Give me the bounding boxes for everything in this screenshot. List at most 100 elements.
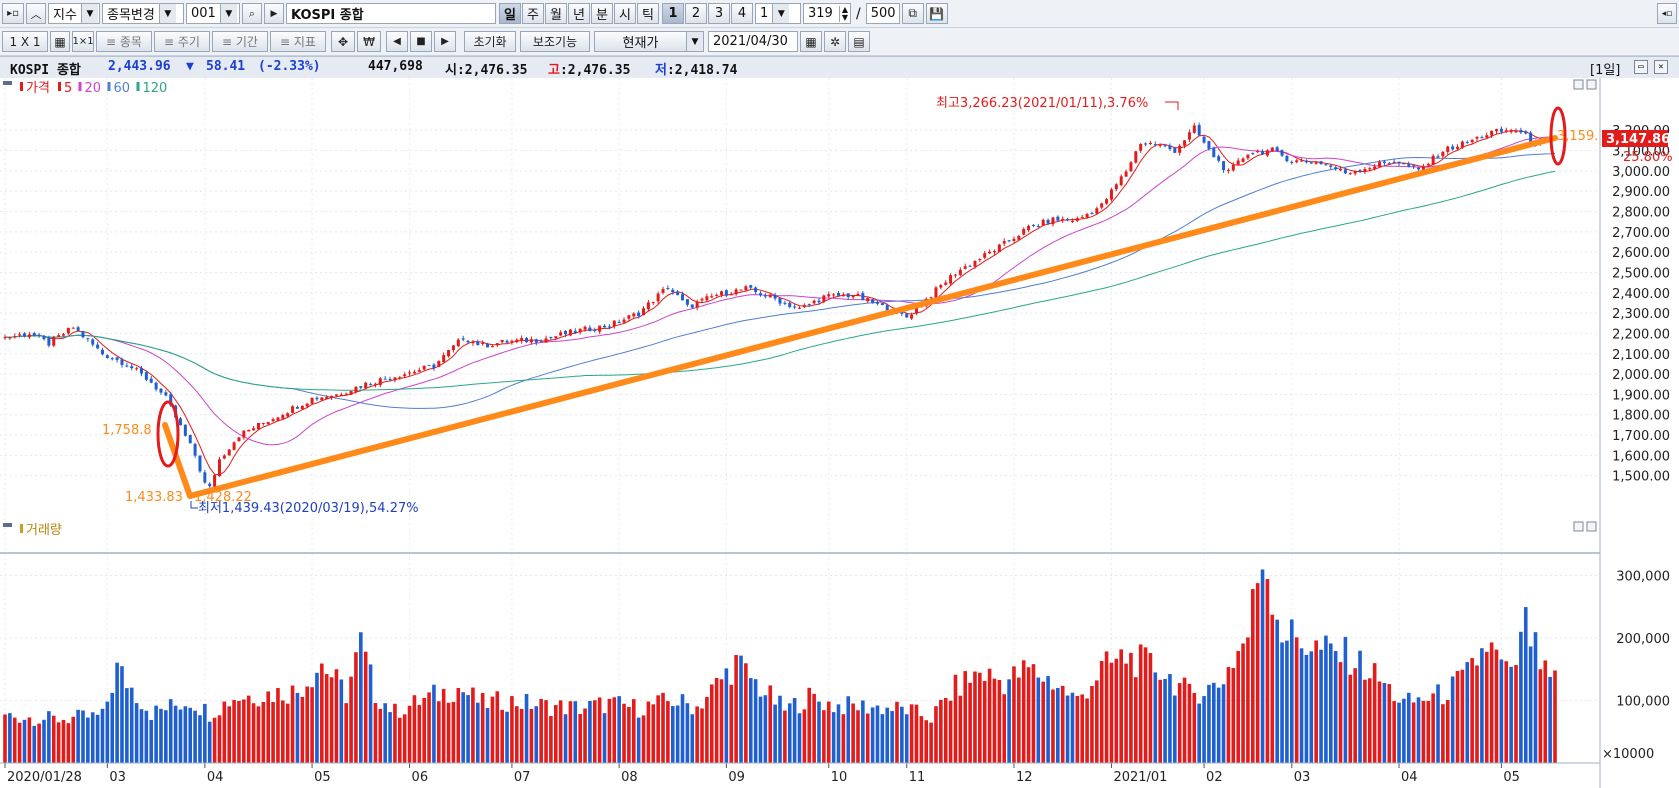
- aux-function-button[interactable]: 보조기능: [520, 31, 590, 52]
- trendline-drop[interactable]: [162, 422, 193, 499]
- candle-body: [91, 339, 95, 345]
- volume-bar: [1246, 637, 1250, 763]
- volume-bar: [661, 692, 665, 763]
- period-tab-2[interactable]: 월: [545, 3, 567, 24]
- single-view-icon[interactable]: 1×1: [72, 31, 94, 52]
- search-icon[interactable]: ⌕: [242, 3, 262, 24]
- period-settings-button[interactable]: ≡ 기간: [212, 31, 268, 52]
- volume-bar: [529, 708, 534, 763]
- stock-chart[interactable]: 3,200.003,100.003,000.002,900.002,800.00…: [0, 78, 1679, 788]
- volume-bar: [583, 708, 587, 763]
- item-name-field[interactable]: KOSPI 종합: [286, 3, 496, 24]
- ma-120-line: [4, 170, 1556, 391]
- next-icon[interactable]: ▶: [434, 31, 456, 52]
- period-tab-4[interactable]: 분: [591, 3, 613, 24]
- candle-body: [403, 374, 407, 377]
- price-type-select[interactable]: 현재가 ▼: [594, 31, 704, 52]
- period-tab-1[interactable]: 주: [522, 3, 544, 24]
- period-tab-6[interactable]: 틱: [637, 3, 659, 24]
- volume-bar: [627, 706, 631, 763]
- candle-body: [749, 285, 753, 288]
- volume-bar: [437, 701, 441, 763]
- period-tab-0[interactable]: 일: [499, 3, 521, 24]
- candle-body: [451, 345, 455, 351]
- volume-bar: [315, 672, 319, 763]
- maximize-icon[interactable]: ▭: [1634, 60, 1648, 74]
- volume-bar: [1304, 654, 1309, 763]
- candle-body: [695, 301, 699, 308]
- layout-button[interactable]: 1 X 1: [2, 31, 48, 52]
- period-tab-5[interactable]: 시: [614, 3, 636, 24]
- volume-bar: [324, 674, 329, 763]
- candle-body: [96, 344, 100, 349]
- volume-bar: [773, 704, 777, 763]
- max-count-field[interactable]: 500: [865, 3, 900, 24]
- candle-body: [1441, 151, 1445, 157]
- chevron-down-icon: ▼: [772, 4, 790, 23]
- minute-preset-2[interactable]: 3: [708, 3, 730, 24]
- volume-bar: [310, 687, 314, 763]
- reset-button[interactable]: 초기화: [464, 31, 516, 52]
- close-icon[interactable]: ✕: [1654, 60, 1668, 74]
- candle-body: [1504, 130, 1508, 132]
- prev-icon[interactable]: ◀: [386, 31, 408, 52]
- price-tick-label: 3,000.00: [1612, 165, 1670, 180]
- stop-icon[interactable]: ■: [410, 31, 432, 52]
- volume-bar: [422, 697, 426, 763]
- change-item-select[interactable]: 종목변경 ▼: [102, 3, 184, 24]
- candle-body: [797, 307, 801, 309]
- pane-menu-icon[interactable]: [3, 523, 12, 527]
- currency-button[interactable]: ₩: [357, 31, 381, 52]
- pane-restore-icon[interactable]: [1573, 521, 1584, 532]
- tick-select[interactable]: 1 ▼: [755, 3, 801, 24]
- volume-bar: [680, 694, 685, 763]
- candle-body: [1270, 147, 1274, 152]
- move-icon[interactable]: ✥: [331, 31, 355, 52]
- info-high-value: :2,476.35: [559, 63, 631, 78]
- side-panel-icon[interactable]: ◂▫: [1657, 3, 1677, 24]
- volume-bar: [329, 677, 334, 763]
- calculator-icon[interactable]: ▤: [848, 31, 870, 52]
- indicator-settings-button[interactable]: ≡ 지표: [270, 31, 326, 52]
- pane-close-icon[interactable]: [1586, 79, 1597, 90]
- market-type-select[interactable]: 지수 ▼: [48, 3, 100, 24]
- volume-bar: [1406, 692, 1411, 763]
- pane-restore-icon[interactable]: [1573, 79, 1584, 90]
- new-window-icon[interactable]: ⧉: [901, 3, 924, 24]
- volume-bar: [129, 687, 134, 763]
- volume-bar: [919, 716, 924, 763]
- minute-preset-0[interactable]: 1: [662, 3, 684, 24]
- volume-bar: [461, 692, 465, 763]
- save-icon[interactable]: 💾: [925, 3, 948, 24]
- volume-bar: [880, 714, 885, 763]
- count-field[interactable]: 319 ▲ ▼: [803, 3, 851, 24]
- grid-icon[interactable]: ▦: [50, 31, 70, 52]
- volume-bar: [1090, 686, 1094, 763]
- calendar-icon[interactable]: ▦: [800, 31, 822, 52]
- panel-toggle-button[interactable]: ▸▫: [2, 3, 24, 24]
- gear-icon[interactable]: ✲: [824, 31, 846, 52]
- code-select[interactable]: 001 ▼: [186, 3, 240, 24]
- pane-menu-icon[interactable]: [3, 81, 12, 85]
- pane-close-icon[interactable]: [1586, 521, 1597, 532]
- volume-bar: [1294, 637, 1299, 763]
- candle-body: [71, 327, 75, 329]
- candle-body: [1529, 132, 1533, 142]
- minute-preset-3[interactable]: 4: [731, 3, 753, 24]
- candle-body: [22, 333, 26, 337]
- play-icon[interactable]: ▶: [264, 3, 284, 24]
- trendline-uptrend[interactable]: [187, 135, 1558, 499]
- collapse-up-button[interactable]: ︿: [26, 3, 46, 24]
- item-settings-button[interactable]: ≡ 종목: [96, 31, 152, 52]
- candle-body: [305, 403, 309, 407]
- period-tab-3[interactable]: 년: [568, 3, 590, 24]
- cycle-settings-button[interactable]: ≡ 주기: [154, 31, 210, 52]
- minute-preset-1[interactable]: 2: [685, 3, 707, 24]
- candle-body: [1421, 166, 1425, 171]
- volume-bar: [1314, 640, 1318, 763]
- time-tick-label: 05: [314, 770, 331, 785]
- date-field[interactable]: 2021/04/30: [708, 31, 798, 52]
- candle-body: [217, 459, 221, 477]
- spinner-icon[interactable]: ▲ ▼: [838, 5, 850, 22]
- candle-body: [1012, 238, 1016, 241]
